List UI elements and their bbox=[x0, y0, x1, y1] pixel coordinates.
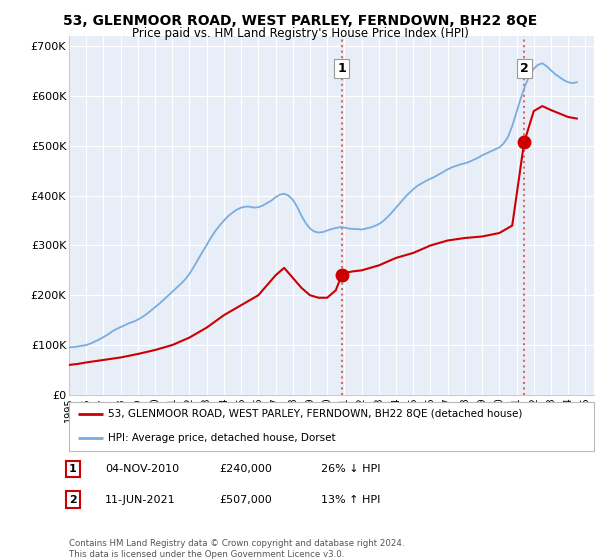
Text: 04-NOV-2010: 04-NOV-2010 bbox=[105, 464, 179, 474]
Text: 26% ↓ HPI: 26% ↓ HPI bbox=[321, 464, 380, 474]
Text: HPI: Average price, detached house, Dorset: HPI: Average price, detached house, Dors… bbox=[109, 433, 336, 444]
Text: 53, GLENMOOR ROAD, WEST PARLEY, FERNDOWN, BH22 8QE (detached house): 53, GLENMOOR ROAD, WEST PARLEY, FERNDOWN… bbox=[109, 409, 523, 419]
Text: 2: 2 bbox=[520, 62, 529, 75]
Text: 53, GLENMOOR ROAD, WEST PARLEY, FERNDOWN, BH22 8QE: 53, GLENMOOR ROAD, WEST PARLEY, FERNDOWN… bbox=[63, 14, 537, 28]
Text: 1: 1 bbox=[69, 464, 77, 474]
Text: 2: 2 bbox=[69, 494, 77, 505]
Text: £507,000: £507,000 bbox=[219, 494, 272, 505]
Text: £240,000: £240,000 bbox=[219, 464, 272, 474]
Text: Contains HM Land Registry data © Crown copyright and database right 2024.
This d: Contains HM Land Registry data © Crown c… bbox=[69, 539, 404, 559]
Text: 13% ↑ HPI: 13% ↑ HPI bbox=[321, 494, 380, 505]
Text: 11-JUN-2021: 11-JUN-2021 bbox=[105, 494, 176, 505]
Text: Price paid vs. HM Land Registry's House Price Index (HPI): Price paid vs. HM Land Registry's House … bbox=[131, 27, 469, 40]
Text: 1: 1 bbox=[337, 62, 346, 75]
